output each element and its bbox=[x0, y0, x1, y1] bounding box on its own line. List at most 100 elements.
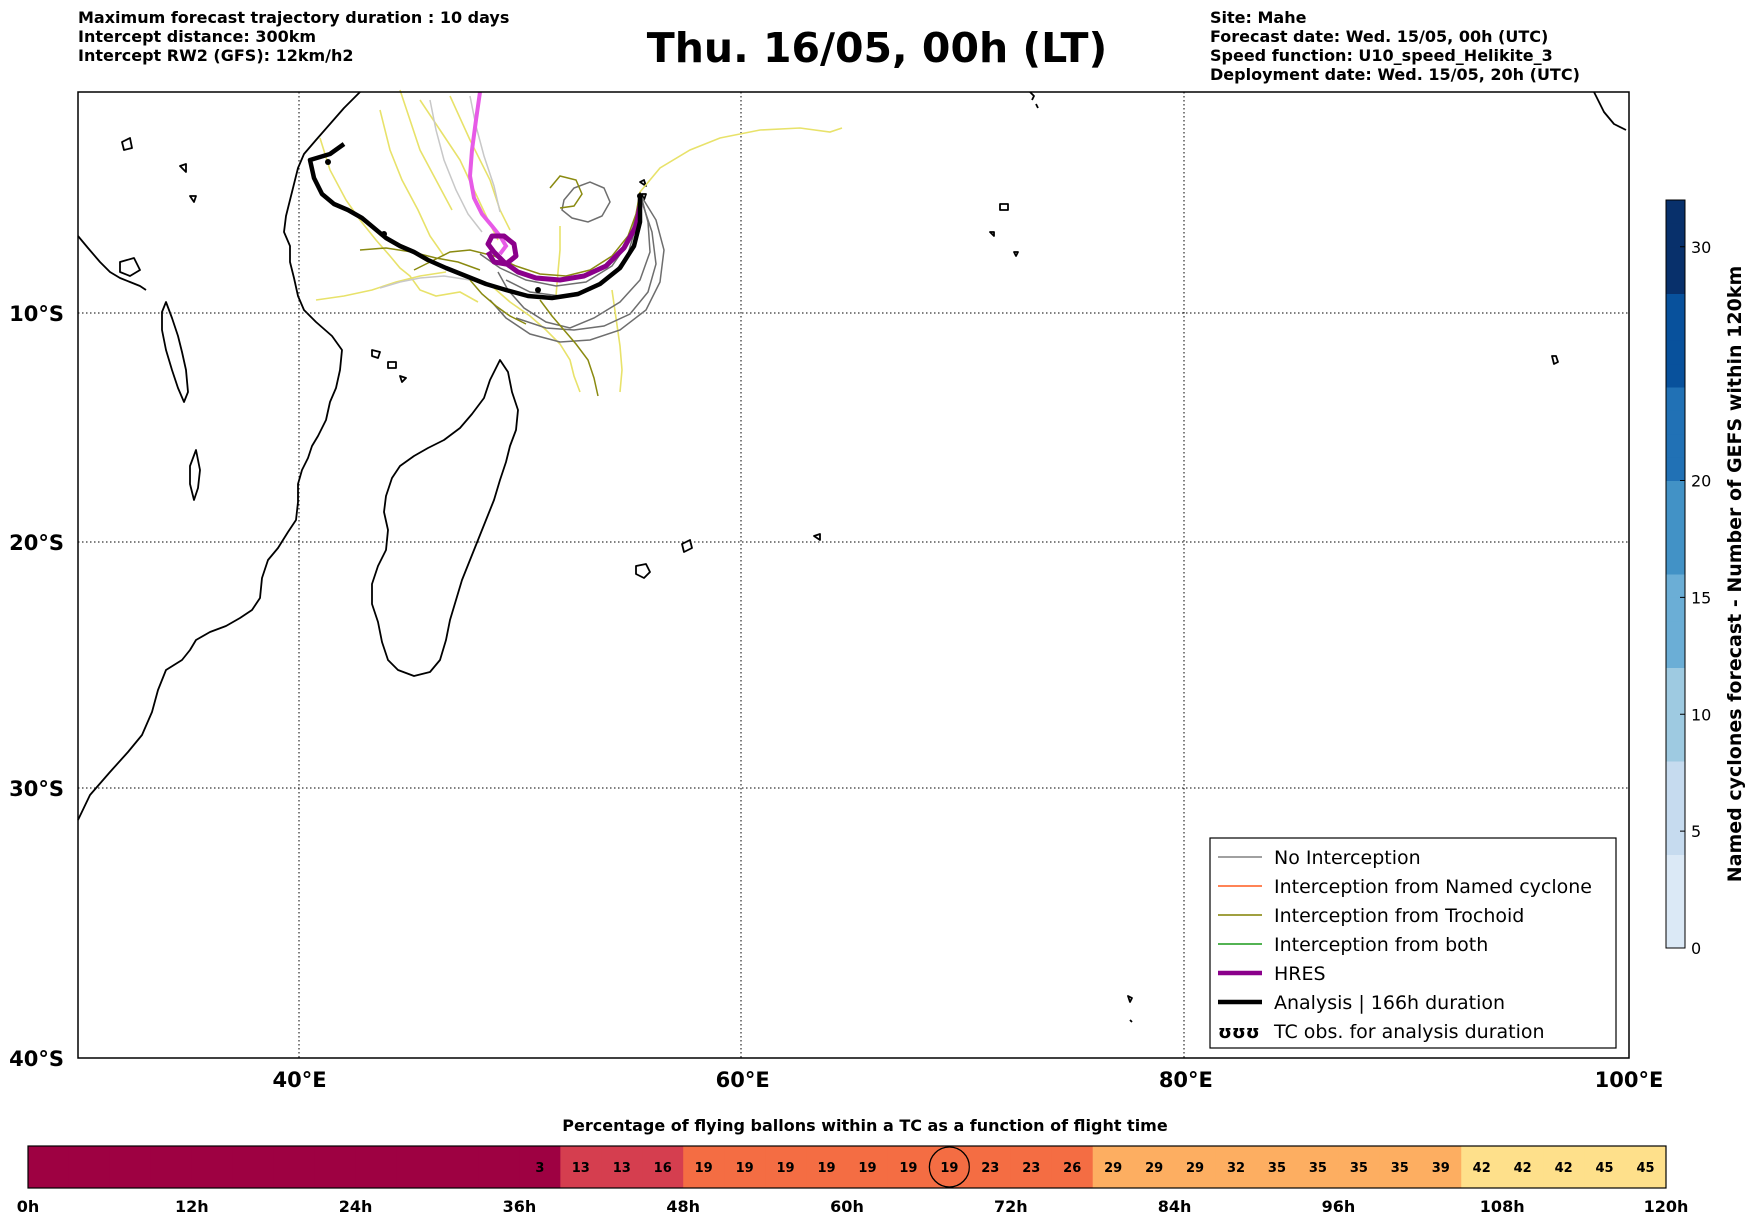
amsterdam-island bbox=[1127, 995, 1133, 1023]
flight-bar-cell bbox=[478, 1146, 520, 1188]
flight-bar-cell bbox=[273, 1146, 316, 1188]
flight-bar-value: 29 bbox=[1104, 1161, 1122, 1176]
colorbar-cell bbox=[1666, 363, 1685, 388]
flight-bar-cell bbox=[1461, 1146, 1503, 1188]
gefs-trajectory bbox=[469, 95, 501, 213]
flight-bar-cell bbox=[1379, 1146, 1421, 1188]
flight-bar-value: 16 bbox=[654, 1161, 672, 1176]
flight-bar-cell bbox=[642, 1146, 684, 1188]
colorbar-cell bbox=[1666, 667, 1685, 692]
colorbar-cell bbox=[1666, 877, 1685, 902]
speed-function-text: Speed function: U10_speed_Helikite_3 bbox=[1210, 46, 1553, 65]
gefs-trajectory bbox=[429, 99, 483, 233]
flight-bar-cell bbox=[1543, 1146, 1585, 1188]
info-right: Site: Mahe Forecast date: Wed. 15/05, 00… bbox=[1210, 8, 1580, 84]
colorbar-cell bbox=[1666, 690, 1685, 715]
flight-bar-cell bbox=[1010, 1146, 1053, 1188]
flight-bar-tick-label: 72h bbox=[994, 1197, 1028, 1216]
flight-bar-cell bbox=[314, 1146, 357, 1188]
map-frame bbox=[77, 91, 1630, 1059]
flight-bar-value: 19 bbox=[817, 1161, 835, 1176]
colorbar-tick-label: 0 bbox=[1691, 939, 1701, 958]
max-duration-text: Maximum forecast trajectory duration : 1… bbox=[78, 8, 510, 27]
legend-label: Interception from Named cyclone bbox=[1274, 876, 1592, 898]
flight-bar-value: 32 bbox=[1227, 1161, 1245, 1176]
colorbar-cell bbox=[1666, 807, 1685, 832]
colorbar-cell bbox=[1666, 597, 1685, 622]
flight-bar-tick-label: 120h bbox=[1644, 1197, 1689, 1216]
flight-bar-cell bbox=[109, 1146, 152, 1188]
flight-bar-cell bbox=[1174, 1146, 1217, 1188]
flight-bar-title: Percentage of flying ballons within a TC… bbox=[562, 1116, 1168, 1135]
lat-tick-label: 40°S bbox=[9, 1047, 64, 1071]
flight-bar-cell bbox=[191, 1146, 234, 1188]
flight-bar-value: 19 bbox=[695, 1161, 713, 1176]
flight-bar-cells: 3 13 13 16 19 19 19 19 19 19 19 23 23 26 29 29 29 32 35 35 3… bbox=[28, 1146, 1667, 1188]
graticule bbox=[78, 92, 1629, 1058]
legend-label: HRES bbox=[1274, 963, 1326, 985]
flight-bar-cell bbox=[1051, 1146, 1094, 1188]
colorbar-cell bbox=[1666, 831, 1685, 855]
flight-bar-cell bbox=[847, 1146, 889, 1188]
tc-obs-marker bbox=[325, 159, 331, 165]
flight-bar-cell bbox=[806, 1146, 848, 1188]
hres-trajectory bbox=[485, 205, 643, 283]
gefs-trajectory bbox=[319, 137, 479, 303]
lat-tick-label: 20°S bbox=[9, 531, 64, 555]
flight-bar-cell bbox=[1584, 1146, 1626, 1188]
trochoid-trajectory bbox=[469, 279, 527, 325]
colorbar-cell bbox=[1666, 924, 1685, 949]
colorbar-cell bbox=[1666, 223, 1685, 248]
arabian-coast bbox=[77, 235, 147, 291]
colorbar-tick-label: 30 bbox=[1691, 238, 1711, 257]
flight-bar-cell bbox=[601, 1146, 643, 1188]
flight-bar-cell bbox=[1502, 1146, 1544, 1188]
legend-symbol-tc-obs: ʊʊʊ bbox=[1218, 1022, 1260, 1043]
flight-bar-cell bbox=[1133, 1146, 1176, 1188]
flight-bar-ticks: 0h 12h 24h 36h 48h 60h 72h 84h 96h 108h 120h bbox=[17, 1197, 1689, 1216]
colorbar-tick-label: 5 bbox=[1691, 822, 1701, 841]
colorbar-cell bbox=[1666, 480, 1685, 505]
gefs-trajectory bbox=[515, 195, 657, 331]
colorbar-ticks: 0 5 10 15 20 30 bbox=[1680, 238, 1711, 958]
colorbar-cell bbox=[1666, 761, 1685, 785]
flight-bar-value: 35 bbox=[1350, 1161, 1368, 1176]
flight-bar-tick-label: 48h bbox=[666, 1197, 700, 1216]
flight-bar-value: 39 bbox=[1432, 1161, 1450, 1176]
legend-label: Interception from Trochoid bbox=[1274, 905, 1524, 927]
longitude-tick-labels: 40°E 60°E 80°E 100°E bbox=[273, 1068, 1664, 1092]
legend-label: No Interception bbox=[1274, 847, 1421, 869]
colorbar-cell bbox=[1666, 340, 1685, 365]
somali-islands bbox=[121, 137, 197, 203]
sumatra-edge bbox=[1593, 91, 1627, 131]
flight-bar-cell bbox=[969, 1146, 1012, 1188]
gefs-trajectory bbox=[639, 127, 843, 193]
deployment-date-text: Deployment date: Wed. 15/05, 20h (UTC) bbox=[1210, 65, 1580, 84]
trochoid-trajectory bbox=[539, 299, 599, 397]
flight-bar-tick-label: 84h bbox=[1158, 1197, 1192, 1216]
colorbar-cell bbox=[1666, 433, 1685, 458]
coastlines bbox=[77, 91, 1627, 1023]
lake-victoria bbox=[119, 257, 141, 277]
flight-bar-value: 19 bbox=[899, 1161, 917, 1176]
colorbar-frame bbox=[1665, 199, 1686, 949]
flight-bar-value: 29 bbox=[1186, 1161, 1204, 1176]
flight-bar-cell bbox=[437, 1146, 479, 1188]
africa-coastline bbox=[77, 91, 361, 821]
flight-bar-value: 23 bbox=[981, 1161, 999, 1176]
colorbar-cell bbox=[1666, 574, 1685, 598]
flight-bar-value: 19 bbox=[858, 1161, 876, 1176]
flight-bar-value: 45 bbox=[1596, 1161, 1614, 1176]
flight-bar-cell bbox=[1338, 1146, 1380, 1188]
flight-bar-value: 26 bbox=[1063, 1161, 1081, 1176]
comoros bbox=[371, 349, 407, 383]
flight-bar-value: 35 bbox=[1268, 1161, 1286, 1176]
flight-bar-value: 35 bbox=[1391, 1161, 1409, 1176]
flight-bar-cell bbox=[1625, 1146, 1667, 1188]
tc-obs-marker bbox=[637, 193, 643, 199]
colorbar-cell bbox=[1666, 737, 1685, 762]
colorbar-cell bbox=[1666, 503, 1685, 528]
cocos-island bbox=[1551, 355, 1559, 365]
flight-bar-cell bbox=[68, 1146, 111, 1188]
flight-bar-value: 13 bbox=[613, 1161, 631, 1176]
